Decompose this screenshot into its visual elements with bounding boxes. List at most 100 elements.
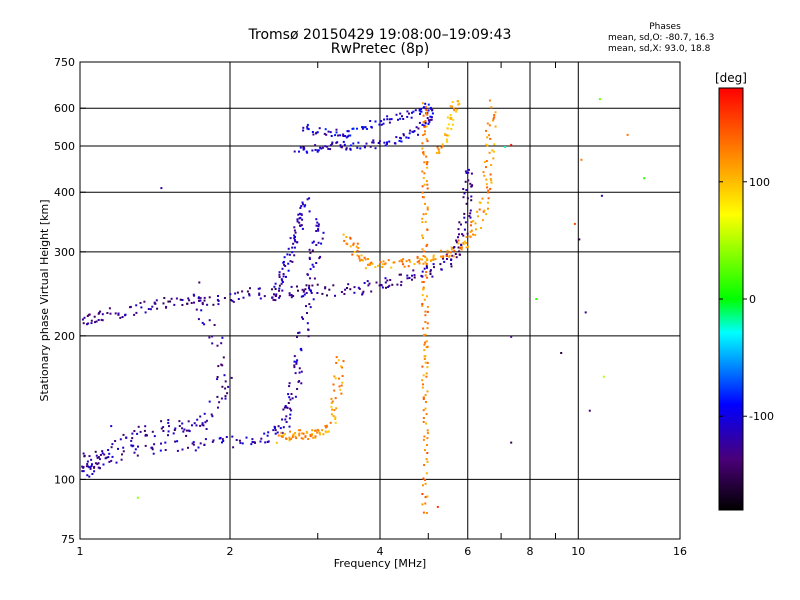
echo-point bbox=[416, 255, 419, 258]
echo-point bbox=[140, 306, 143, 309]
echo-point bbox=[425, 109, 428, 112]
echo-point bbox=[199, 424, 202, 427]
echo-point bbox=[308, 284, 311, 287]
echo-point bbox=[426, 432, 429, 435]
echo-point bbox=[314, 436, 317, 439]
echo-point bbox=[90, 319, 93, 322]
echo-point bbox=[460, 246, 463, 249]
echo-point bbox=[468, 235, 471, 238]
echo-point bbox=[423, 125, 426, 128]
echo-point bbox=[504, 146, 507, 148]
echo-point bbox=[342, 360, 345, 363]
echo-point bbox=[136, 432, 139, 435]
echo-point bbox=[191, 424, 193, 427]
echo-point bbox=[426, 460, 429, 463]
echo-point bbox=[153, 435, 156, 438]
echo-point bbox=[308, 256, 311, 259]
echo-point bbox=[422, 511, 425, 514]
echo-point bbox=[204, 438, 207, 441]
echo-point bbox=[324, 128, 327, 131]
echo-point bbox=[114, 440, 117, 442]
echo-point bbox=[366, 280, 369, 283]
echo-point bbox=[428, 120, 431, 123]
echo-point bbox=[535, 298, 538, 300]
echo-point bbox=[260, 437, 263, 440]
echo-point bbox=[418, 121, 421, 124]
echo-point bbox=[302, 437, 305, 440]
echo-point bbox=[198, 299, 200, 302]
y-tick-label: 75 bbox=[61, 533, 75, 546]
echo-point bbox=[264, 441, 267, 444]
echo-point bbox=[395, 113, 398, 116]
echo-point bbox=[287, 262, 290, 265]
echo-point bbox=[99, 454, 102, 456]
echo-point bbox=[424, 310, 427, 313]
echo-point bbox=[446, 249, 449, 252]
echo-point bbox=[437, 148, 440, 151]
echo-point bbox=[381, 263, 384, 266]
echo-point bbox=[335, 361, 338, 364]
echo-point bbox=[406, 274, 409, 277]
echo-point bbox=[83, 454, 86, 457]
echo-point bbox=[267, 440, 270, 443]
echo-point bbox=[421, 123, 424, 126]
echo-point bbox=[251, 438, 254, 441]
echo-point bbox=[197, 296, 200, 299]
echo-point bbox=[241, 290, 244, 293]
echo-point bbox=[450, 265, 453, 268]
echo-point bbox=[304, 288, 307, 291]
echo-point bbox=[162, 302, 165, 305]
echo-point bbox=[510, 143, 513, 146]
echo-point bbox=[421, 275, 424, 278]
echo-point bbox=[305, 292, 308, 294]
x-tick-label: 8 bbox=[527, 545, 534, 558]
echo-point bbox=[223, 297, 226, 299]
echo-point bbox=[462, 243, 465, 246]
echo-point bbox=[282, 426, 285, 429]
echo-point bbox=[91, 473, 94, 475]
echo-point bbox=[467, 168, 470, 171]
echo-point bbox=[423, 343, 426, 346]
echo-point bbox=[304, 435, 307, 438]
echo-point bbox=[349, 144, 352, 147]
echo-point bbox=[463, 192, 466, 195]
x-tick-label: 4 bbox=[377, 545, 384, 558]
echo-point bbox=[488, 151, 491, 154]
echo-point bbox=[86, 463, 89, 465]
echo-point bbox=[101, 450, 104, 453]
echo-point bbox=[427, 103, 430, 106]
x-tick-label: 10 bbox=[571, 545, 585, 558]
echo-point bbox=[258, 287, 261, 290]
echo-point bbox=[312, 436, 315, 439]
echo-point bbox=[367, 258, 369, 260]
echo-point bbox=[154, 302, 157, 305]
echo-point bbox=[288, 396, 291, 399]
echo-point bbox=[421, 234, 424, 237]
echo-point bbox=[221, 438, 224, 441]
echo-point bbox=[273, 293, 275, 296]
echo-point bbox=[333, 389, 336, 392]
echo-point bbox=[292, 433, 295, 436]
echo-point bbox=[204, 421, 207, 424]
echo-point bbox=[398, 273, 401, 276]
echo-point bbox=[144, 425, 147, 428]
echo-point bbox=[424, 361, 427, 364]
echo-point bbox=[301, 288, 304, 291]
echo-point bbox=[311, 429, 314, 432]
echo-point bbox=[197, 446, 200, 449]
echo-point bbox=[111, 455, 114, 458]
echo-point bbox=[422, 484, 424, 487]
echo-point bbox=[288, 439, 291, 442]
echo-point bbox=[423, 358, 426, 360]
echo-point bbox=[388, 118, 391, 121]
echo-point bbox=[343, 143, 346, 146]
echo-point bbox=[278, 287, 281, 290]
echo-point bbox=[217, 300, 220, 302]
echo-point bbox=[251, 441, 254, 443]
echo-point bbox=[422, 286, 425, 289]
echo-point bbox=[258, 293, 261, 296]
echo-point bbox=[347, 135, 349, 138]
echo-point bbox=[430, 107, 432, 110]
echo-point bbox=[425, 244, 428, 247]
echo-point bbox=[187, 420, 190, 423]
